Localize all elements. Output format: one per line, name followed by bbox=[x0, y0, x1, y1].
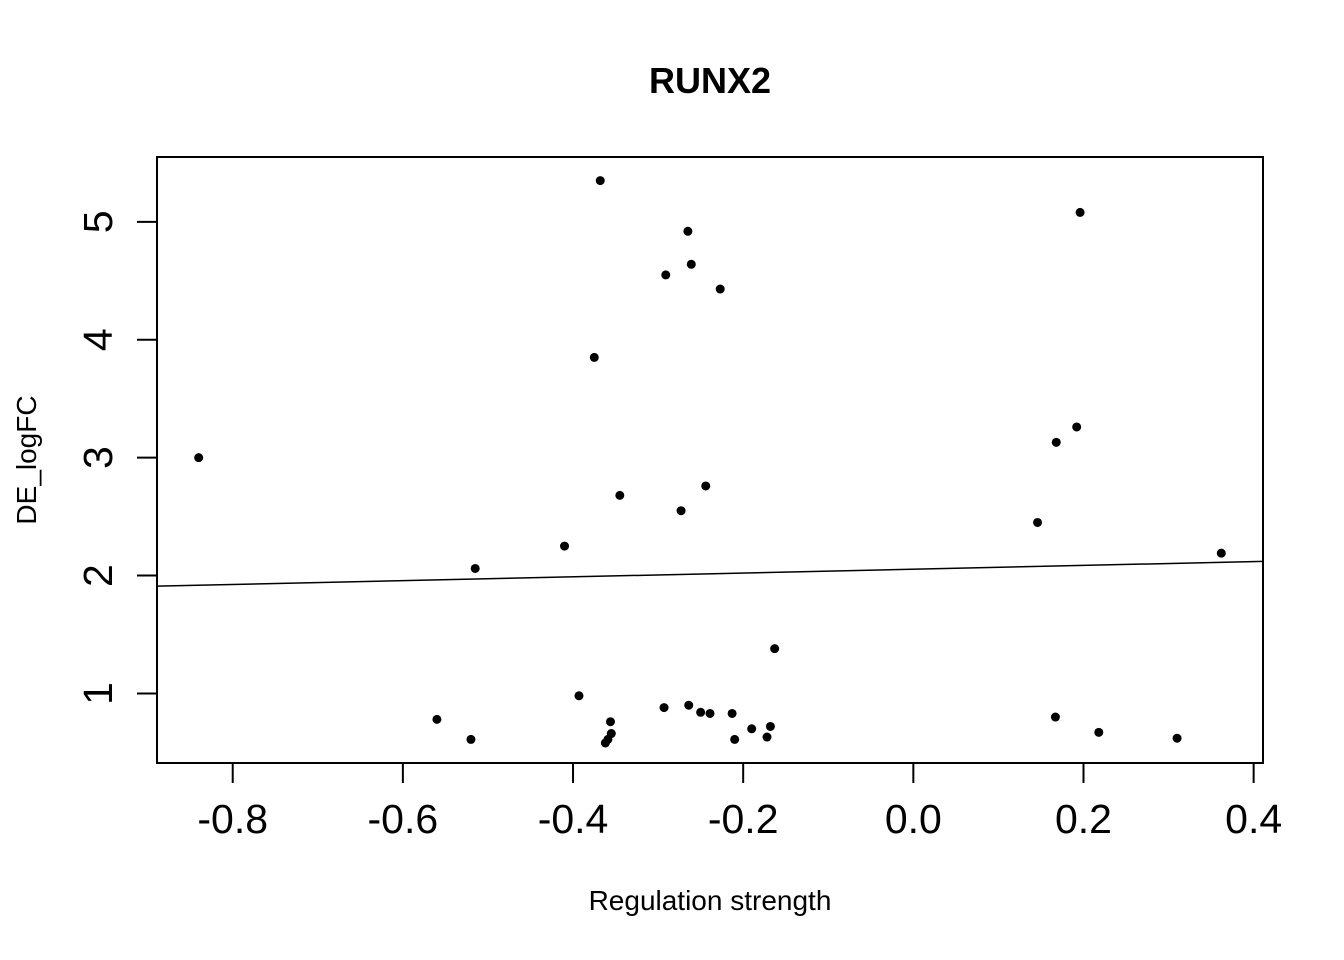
data-point bbox=[676, 506, 686, 516]
data-point bbox=[560, 541, 570, 551]
data-point bbox=[466, 734, 476, 744]
data-point bbox=[1072, 422, 1082, 432]
data-point bbox=[606, 729, 616, 739]
data-point bbox=[727, 708, 737, 718]
y-tick-label: 3 bbox=[75, 446, 121, 469]
data-point bbox=[1094, 727, 1104, 737]
x-axis-label: Regulation strength bbox=[589, 885, 832, 916]
points-group bbox=[194, 176, 1226, 748]
y-axis: 1 2 3 4 5 bbox=[75, 210, 158, 705]
y-axis-label: DE_logFC bbox=[11, 395, 42, 524]
x-tick-label: -0.4 bbox=[538, 796, 609, 842]
data-point bbox=[595, 176, 605, 186]
data-point bbox=[615, 490, 625, 500]
data-point bbox=[683, 226, 693, 236]
data-point bbox=[715, 284, 725, 294]
data-point bbox=[684, 700, 694, 710]
fit-line bbox=[156, 560, 1264, 587]
data-point bbox=[1050, 712, 1060, 722]
data-point bbox=[659, 703, 669, 713]
data-point bbox=[1075, 207, 1085, 217]
y-tick-label: 2 bbox=[75, 564, 121, 587]
data-point bbox=[432, 714, 442, 724]
fit-line-group bbox=[156, 560, 1264, 587]
data-point bbox=[1216, 548, 1226, 558]
data-point bbox=[747, 724, 757, 734]
y-tick-label: 1 bbox=[75, 682, 121, 705]
data-point bbox=[1172, 733, 1182, 743]
y-tick-label: 4 bbox=[75, 328, 121, 351]
x-tick-label: -0.2 bbox=[708, 796, 779, 842]
x-tick-label: 0.4 bbox=[1225, 796, 1282, 842]
data-point bbox=[194, 453, 204, 463]
x-tick-label: 0.2 bbox=[1055, 796, 1112, 842]
plot-frame bbox=[156, 156, 1264, 764]
data-point bbox=[765, 721, 775, 731]
chart-title: RUNX2 bbox=[649, 60, 771, 101]
data-point bbox=[661, 270, 671, 280]
x-tick-label: -0.8 bbox=[197, 796, 268, 842]
data-point bbox=[470, 563, 480, 573]
data-point bbox=[574, 691, 584, 701]
data-point bbox=[770, 644, 780, 654]
data-point bbox=[605, 717, 615, 727]
x-axis: -0.8 -0.6 -0.4 -0.2 0.0 0.2 0.4 bbox=[197, 762, 1282, 842]
data-point bbox=[589, 352, 599, 362]
data-point bbox=[701, 481, 711, 491]
data-point bbox=[686, 259, 696, 269]
x-tick-label: -0.6 bbox=[368, 796, 439, 842]
y-tick-label: 5 bbox=[75, 210, 121, 233]
data-point bbox=[762, 732, 772, 742]
data-point bbox=[705, 708, 715, 718]
data-point bbox=[696, 707, 706, 717]
data-point bbox=[1051, 437, 1061, 447]
data-point bbox=[730, 734, 740, 744]
x-tick-label: 0.0 bbox=[885, 796, 942, 842]
data-point bbox=[1033, 517, 1043, 527]
